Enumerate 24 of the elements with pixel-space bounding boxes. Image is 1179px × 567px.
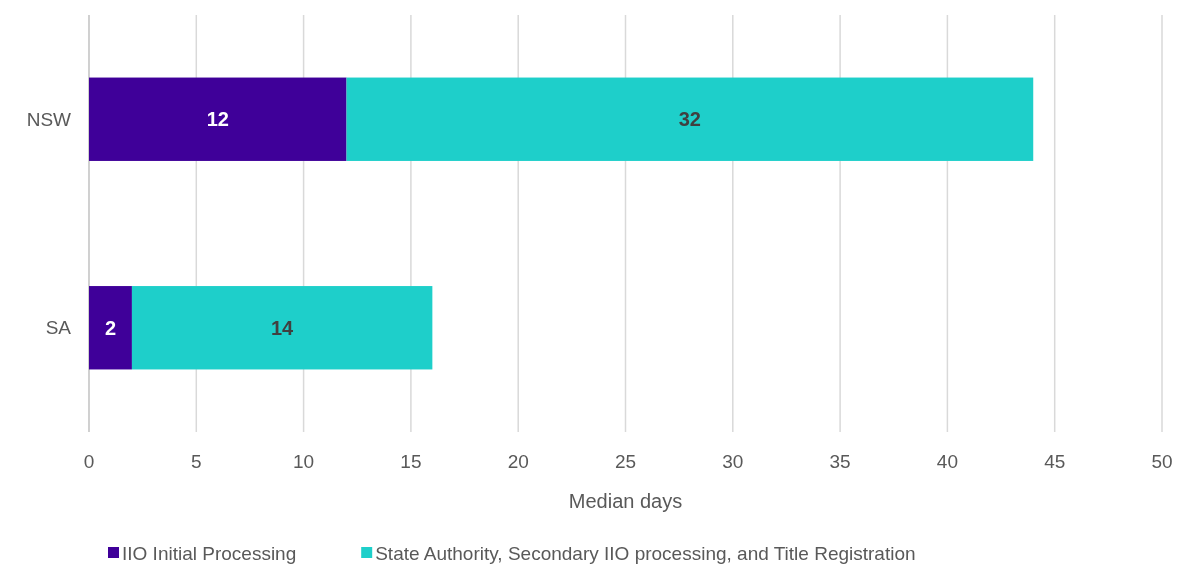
x-tick-label: 0 (83, 451, 95, 472)
x-tick-label: 40 (936, 451, 958, 472)
x-tick-label: 30 (722, 451, 744, 472)
x-tick-label: 35 (829, 451, 851, 472)
legend-label: State Authority, Secondary IIO processing, and Title Registration (375, 542, 916, 564)
bar (89, 286, 132, 370)
x-tick-label: 10 (293, 451, 315, 472)
bar (131, 286, 433, 370)
x-tick-label: 20 (507, 451, 529, 472)
x-tick-label: 15 (400, 451, 422, 472)
y-tick-label: SA (45, 317, 72, 339)
bar (89, 77, 347, 161)
data-label: 14 (271, 316, 295, 339)
data-label: 2 (104, 316, 117, 339)
x-tick-label: 45 (1044, 451, 1066, 472)
x-tick-label: 50 (1151, 451, 1173, 472)
legend-label: IIO Initial Processing (122, 542, 297, 564)
x-tick-label: 25 (614, 451, 637, 472)
x-axis-title: Median days (568, 490, 683, 512)
data-label: 32 (678, 108, 702, 131)
x-tick-label: 5 (191, 451, 202, 472)
bar (346, 77, 1034, 161)
y-tick-label: NSW (26, 108, 72, 130)
data-label: 12 (206, 108, 229, 131)
